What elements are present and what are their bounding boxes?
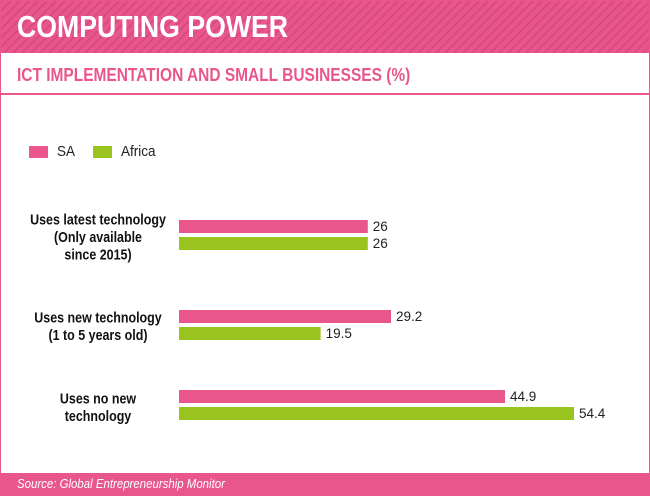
bar-sa [179,310,391,323]
data-label: 29.2 [396,309,422,324]
bar-chart: Uses latest technology (Only available sin… [30,212,606,424]
data-label: 26 [373,236,388,251]
bar-sa [179,390,505,403]
bar-africa [179,407,574,420]
data-label: 19.5 [326,326,352,341]
legend-label-sa: SA [57,143,76,160]
bar-africa [179,327,321,340]
chart-subtitle: ICT IMPLEMENTATION AND SMALL BUSINESSES … [17,65,411,85]
source-note: Source: Global Entrepreneurship Monitor [17,476,225,491]
divider [1,93,649,95]
bar-africa [179,237,368,250]
legend-label-africa: Africa [121,143,156,160]
header-stripe-pattern [1,1,649,53]
data-label: 26 [373,219,388,234]
data-label: 54.4 [579,406,606,421]
page-title: COMPUTING POWER [17,9,289,44]
legend-swatch-africa [93,146,112,158]
category-label: Uses no new technology [60,390,137,424]
legend-swatch-sa [29,146,48,158]
category-label: Uses latest technology (Only available sin… [30,212,166,263]
bar-sa [179,220,368,233]
data-label: 44.9 [510,389,536,404]
header-banner: COMPUTING POWER [1,1,649,53]
footer-banner: Source: Global Entrepreneurship Monitor [1,473,649,495]
category-label: Uses new technology (1 to 5 years old) [34,309,162,343]
